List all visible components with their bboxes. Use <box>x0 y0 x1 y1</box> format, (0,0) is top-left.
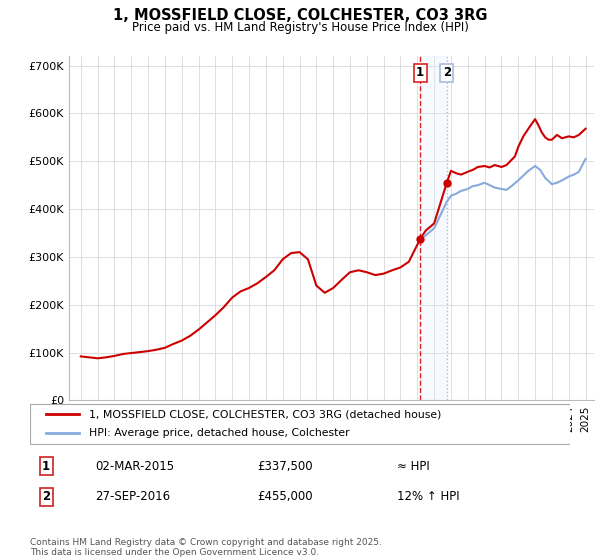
Text: Price paid vs. HM Land Registry's House Price Index (HPI): Price paid vs. HM Land Registry's House … <box>131 21 469 34</box>
Text: 12% ↑ HPI: 12% ↑ HPI <box>397 491 460 503</box>
Text: £337,500: £337,500 <box>257 460 313 473</box>
Text: £455,000: £455,000 <box>257 491 313 503</box>
Text: 1: 1 <box>42 460 50 473</box>
Bar <box>420 56 447 400</box>
Text: 2: 2 <box>42 491 50 503</box>
Text: 2: 2 <box>443 66 451 80</box>
Text: 1, MOSSFIELD CLOSE, COLCHESTER, CO3 3RG: 1, MOSSFIELD CLOSE, COLCHESTER, CO3 3RG <box>113 8 487 24</box>
Text: HPI: Average price, detached house, Colchester: HPI: Average price, detached house, Colc… <box>89 428 350 438</box>
Text: Contains HM Land Registry data © Crown copyright and database right 2025.
This d: Contains HM Land Registry data © Crown c… <box>30 538 382 557</box>
Text: 1, MOSSFIELD CLOSE, COLCHESTER, CO3 3RG (detached house): 1, MOSSFIELD CLOSE, COLCHESTER, CO3 3RG … <box>89 409 442 419</box>
Text: 27-SEP-2016: 27-SEP-2016 <box>95 491 170 503</box>
Text: 1: 1 <box>416 66 424 80</box>
FancyBboxPatch shape <box>30 404 570 445</box>
Text: 02-MAR-2015: 02-MAR-2015 <box>95 460 174 473</box>
Text: ≈ HPI: ≈ HPI <box>397 460 430 473</box>
